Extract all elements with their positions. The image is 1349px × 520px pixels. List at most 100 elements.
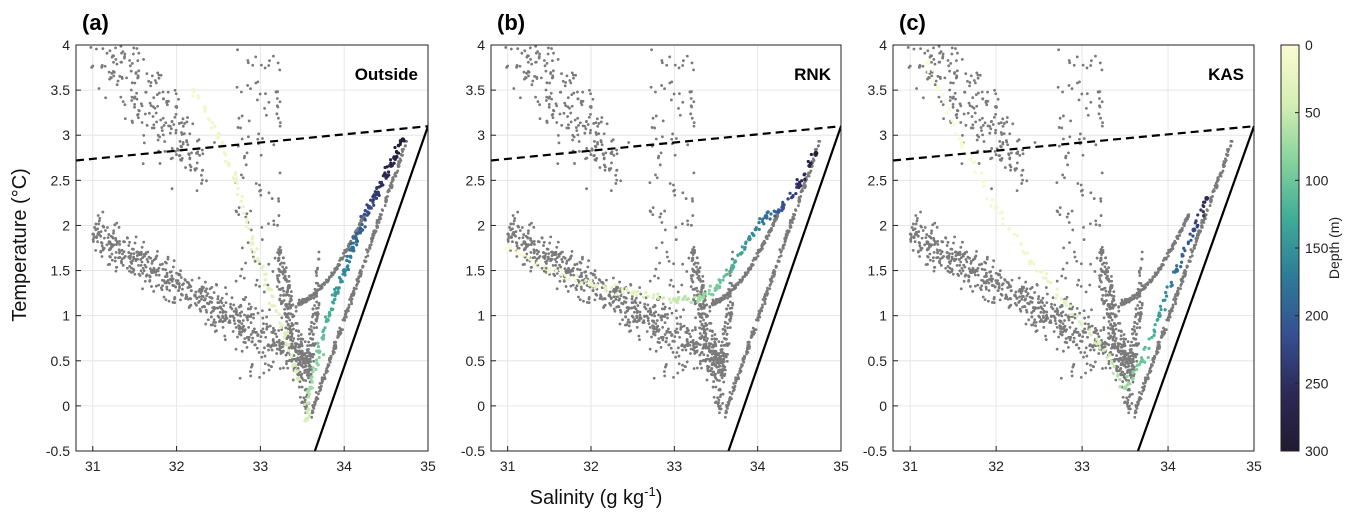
background-point bbox=[706, 337, 709, 340]
background-point bbox=[702, 353, 705, 356]
background-point bbox=[186, 143, 189, 146]
depth-point bbox=[575, 274, 578, 277]
background-point bbox=[199, 308, 202, 311]
background-point bbox=[674, 64, 677, 67]
background-point bbox=[146, 72, 149, 75]
background-point bbox=[1075, 327, 1078, 330]
background-point bbox=[615, 149, 618, 152]
background-point bbox=[1014, 291, 1017, 294]
background-point bbox=[527, 74, 530, 77]
background-point bbox=[142, 58, 145, 61]
background-point bbox=[981, 97, 984, 100]
background-point bbox=[714, 350, 717, 353]
background-point bbox=[964, 72, 967, 75]
depth-point bbox=[668, 298, 671, 301]
background-point bbox=[957, 274, 960, 277]
background-point bbox=[651, 213, 654, 216]
x-tick-label: 33 bbox=[253, 458, 269, 474]
background-point bbox=[612, 290, 615, 293]
background-point bbox=[724, 369, 727, 372]
background-point bbox=[302, 366, 305, 369]
background-point bbox=[143, 142, 146, 145]
depth-point bbox=[721, 278, 724, 281]
background-point bbox=[219, 299, 222, 302]
background-point bbox=[112, 35, 115, 38]
background-point bbox=[930, 39, 933, 42]
background-point bbox=[670, 138, 673, 141]
background-point bbox=[638, 286, 641, 289]
background-point bbox=[658, 262, 661, 265]
background-point bbox=[609, 291, 612, 294]
background-point bbox=[965, 124, 968, 127]
x-tick-label: 31 bbox=[500, 458, 516, 474]
background-point bbox=[934, 63, 937, 66]
background-point bbox=[1007, 281, 1010, 284]
background-point bbox=[951, 47, 954, 50]
background-point bbox=[145, 275, 148, 278]
background-point bbox=[245, 163, 248, 166]
background-point bbox=[288, 280, 291, 283]
background-point bbox=[323, 377, 326, 380]
background-point bbox=[674, 356, 677, 359]
background-point bbox=[238, 330, 241, 333]
depth-point bbox=[328, 311, 331, 314]
background-point bbox=[1067, 212, 1070, 215]
background-point bbox=[668, 307, 671, 310]
background-point bbox=[210, 301, 213, 304]
depth-point bbox=[559, 268, 562, 271]
depth-data-point bbox=[714, 286, 719, 291]
background-point bbox=[1082, 331, 1085, 334]
background-point bbox=[1027, 292, 1030, 295]
background-point bbox=[971, 123, 974, 126]
background-point bbox=[344, 313, 347, 316]
background-point bbox=[314, 294, 317, 297]
background-point bbox=[370, 237, 373, 240]
background-point bbox=[140, 264, 143, 267]
depth-point bbox=[335, 286, 338, 289]
background-point bbox=[631, 315, 634, 318]
background-point bbox=[586, 301, 589, 304]
background-point bbox=[142, 267, 145, 270]
background-point bbox=[232, 304, 235, 307]
background-point bbox=[283, 308, 286, 311]
background-point bbox=[288, 300, 291, 303]
background-point bbox=[928, 36, 931, 39]
background-point bbox=[932, 237, 935, 240]
background-point bbox=[675, 328, 678, 331]
background-point bbox=[723, 337, 726, 340]
background-point bbox=[1058, 319, 1061, 322]
background-point bbox=[137, 76, 140, 79]
background-point bbox=[111, 259, 114, 262]
depth-point bbox=[307, 408, 310, 411]
background-point bbox=[575, 129, 578, 132]
background-point bbox=[137, 52, 140, 55]
background-point bbox=[908, 66, 911, 69]
background-point bbox=[988, 289, 991, 292]
background-point bbox=[532, 248, 535, 251]
background-point bbox=[1004, 166, 1007, 169]
y-tick-label: -0.5 bbox=[46, 443, 70, 459]
background-point bbox=[278, 281, 281, 284]
background-point bbox=[1062, 322, 1065, 325]
depth-point bbox=[311, 366, 314, 369]
background-point bbox=[583, 271, 586, 274]
background-point bbox=[1071, 210, 1074, 213]
background-point bbox=[313, 304, 316, 307]
background-point bbox=[983, 140, 986, 143]
background-point bbox=[326, 370, 329, 373]
background-point bbox=[198, 277, 201, 280]
background-point bbox=[178, 287, 181, 290]
background-point bbox=[639, 301, 642, 304]
background-point bbox=[974, 112, 977, 115]
background-point bbox=[513, 219, 516, 222]
background-point bbox=[513, 217, 516, 220]
background-point bbox=[235, 311, 238, 314]
background-point bbox=[737, 373, 740, 376]
background-point bbox=[236, 48, 239, 51]
background-point bbox=[216, 298, 219, 301]
background-point bbox=[1101, 68, 1104, 71]
background-point bbox=[277, 200, 280, 203]
depth-point bbox=[306, 402, 309, 405]
background-point bbox=[590, 105, 593, 108]
y-tick-label: 1 bbox=[477, 308, 485, 324]
